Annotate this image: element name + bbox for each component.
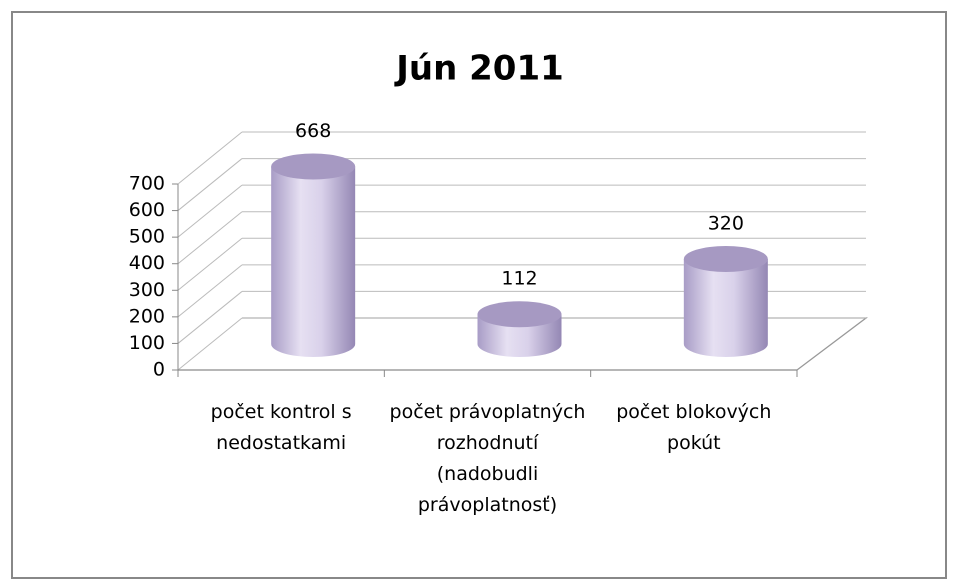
bar-body	[683, 258, 768, 358]
frame	[11, 11, 947, 579]
grid-line	[177, 131, 243, 185]
value-label: 112	[501, 268, 537, 290]
grid-line	[177, 158, 243, 211]
grid-line	[177, 237, 243, 291]
bar-top	[477, 301, 562, 328]
y-tick-label: 400	[129, 252, 165, 274]
y-tick-label: 300	[129, 279, 165, 301]
value-label: 320	[708, 212, 744, 234]
y-tick-label: 500	[129, 226, 165, 248]
y-tick-label: 100	[129, 332, 165, 354]
bar	[477, 301, 562, 358]
y-tick-label: 200	[129, 305, 165, 327]
chart-title: Jún 2011	[394, 49, 564, 89]
grid-line	[177, 291, 243, 344]
bar-top	[271, 153, 356, 180]
grid-line	[177, 264, 243, 318]
grid-line	[177, 211, 243, 265]
x-tick-label: počet kontrol s nedostatkami	[210, 401, 352, 454]
x-tick-label: počet blokových pokút	[616, 401, 772, 454]
value-label: 668	[295, 120, 331, 142]
bar	[683, 245, 768, 358]
bar	[271, 153, 356, 358]
y-tick-label: 700	[129, 173, 165, 195]
grid-line	[177, 317, 243, 371]
y-tick-label: 600	[129, 199, 165, 221]
bar-top	[683, 245, 768, 272]
y-tick-label: 0	[153, 359, 165, 381]
grid-line	[177, 184, 243, 238]
x-tick-label: počet právoplatných rozhodnutí (nadobudl…	[389, 401, 586, 516]
bar-body	[271, 166, 356, 358]
